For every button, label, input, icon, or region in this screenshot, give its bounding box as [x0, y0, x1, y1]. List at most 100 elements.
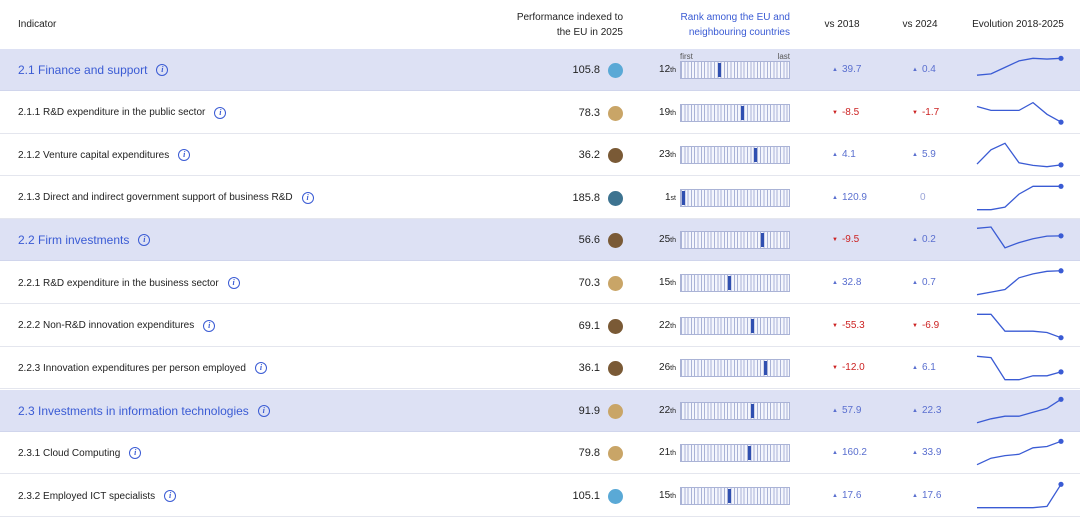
info-icon[interactable]: i [301, 191, 314, 204]
rank-value: 15th [640, 262, 676, 304]
arrow-up-icon: ▲ [912, 450, 918, 457]
table-row[interactable]: 2.3.1 Cloud Computing i 79.8 21th ▲ 160.2 ▲ 33.… [0, 432, 1080, 475]
rank-marker [751, 403, 755, 418]
performance-dot [608, 318, 623, 334]
rank-number: 21 [659, 447, 671, 459]
group-row[interactable]: 2.2 Firm investments i 56.6 25th ▼ -9.5 ▲ 0.2 [0, 219, 1080, 262]
info-icon[interactable]: i [257, 404, 270, 417]
performance-value: 36.2 [578, 149, 600, 162]
rank-value: 15th [640, 475, 676, 517]
sparkline-endpoint [1058, 268, 1064, 274]
sparkline-line [977, 313, 1062, 338]
vs2018-change-value: 17.6 [841, 490, 862, 501]
info-icon[interactable]: i [227, 277, 240, 289]
arrow-up-icon: ▲ [912, 152, 918, 159]
performance-dot [608, 276, 623, 291]
rank-scale-last: last [777, 52, 790, 61]
arrow-up-icon: ▲ [832, 407, 838, 414]
rank-bar [680, 188, 790, 207]
column-header-vs2024[interactable]: vs 2024 [902, 19, 938, 30]
indicator-cell: 2.1.1 R&D expenditure in the public sect… [18, 92, 227, 134]
info-icon[interactable]: i [156, 64, 169, 76]
info-icon[interactable]: i [178, 149, 191, 162]
performance-value: 56.6 [578, 234, 600, 247]
vs2018-change: ▼ -8.5 [832, 92, 859, 134]
vs2024-change: ▼ -1.7 [912, 92, 939, 134]
column-header-indicator[interactable]: Indicator [18, 19, 57, 30]
rank-number: 15 [659, 490, 671, 501]
indicator-label: 2.2.1 R&D expenditure in the business se… [18, 277, 219, 289]
info-icon[interactable]: i [203, 319, 216, 332]
indicator-label: 2.1.1 R&D expenditure in the public sect… [18, 107, 206, 119]
column-header-performance[interactable]: Performance indexed to the EU in 2025 [500, 10, 623, 40]
sparkline-endpoint [1058, 481, 1064, 487]
vs2018-change-value: 120.9 [841, 191, 867, 203]
table-row[interactable]: 2.1.3 Direct and indirect government sup… [0, 177, 1080, 219]
column-header-vs2018[interactable]: vs 2018 [824, 19, 860, 30]
arrow-up-icon: ▲ [912, 493, 918, 499]
vs2024-change: ▲ 6.1 [912, 347, 936, 389]
info-icon[interactable]: i [214, 106, 227, 119]
performance-value: 79.8 [578, 447, 600, 460]
info-icon[interactable]: i [138, 234, 151, 247]
vs2018-change: ▲ 17.6 [832, 475, 861, 517]
performance-dot [608, 361, 623, 377]
table-row[interactable]: 2.1.2 Venture capital expenditures i 36.2 2… [0, 134, 1080, 177]
vs2024-change-value: 0.2 [921, 234, 936, 246]
vs2024-change-value: 6.1 [921, 362, 936, 374]
vs2018-change: ▼ -12.0 [832, 347, 865, 389]
rank-value: 26th [640, 347, 676, 389]
arrow-up-icon: ▲ [832, 493, 838, 499]
rank-marker [764, 361, 768, 376]
table-row[interactable]: 2.2.2 Non-R&D innovation expenditures i 69… [0, 305, 1080, 347]
indicator-cell: 2.2 Firm investments i [18, 219, 151, 261]
table-row[interactable]: 2.2.3 Innovation expenditures per person… [0, 347, 1080, 390]
vs2024-change-value: 5.9 [921, 149, 936, 161]
rank-marker [728, 276, 732, 290]
rank-value: 23th [640, 134, 676, 176]
table-row[interactable]: 2.1.1 R&D expenditure in the public sect… [0, 92, 1080, 134]
table-row[interactable]: 2.3.2 Employed ICT specialists i 105.1 15th… [0, 475, 1080, 517]
indicator-cell: 2.3.2 Employed ICT specialists i [18, 475, 177, 517]
vs2018-change-value: 57.9 [841, 404, 862, 416]
vs2018-change: ▲ 4.1 [832, 134, 856, 176]
group-row[interactable]: 2.1 Finance and support i 105.8 12th first la… [0, 49, 1080, 91]
vs2018-change-value: 160.2 [841, 447, 867, 459]
indicator-cell: 2.1.3 Direct and indirect government sup… [18, 177, 314, 219]
column-header-evolution[interactable]: Evolution 2018-2025 [972, 19, 1064, 30]
indicator-label: 2.2.2 Non-R&D innovation expenditures [18, 320, 195, 332]
indicator-label[interactable]: 2.1 Finance and support [18, 63, 148, 77]
rank-bar [680, 316, 790, 335]
info-icon[interactable]: i [254, 362, 267, 375]
performance-dot [608, 233, 623, 249]
indicator-cell: 2.3 Investments in information technolog… [18, 390, 270, 432]
indicator-label[interactable]: 2.3 Investments in information technolog… [18, 403, 249, 418]
performance-dot [608, 63, 623, 78]
rank-scale-first: first [680, 52, 693, 61]
evolution-sparkline [976, 355, 1064, 381]
rank-bar [680, 274, 790, 292]
arrow-down-icon: ▼ [912, 109, 918, 116]
info-icon[interactable]: i [129, 447, 142, 460]
sparkline-line [976, 226, 1062, 249]
table-row[interactable]: 2.2.1 R&D expenditure in the business se… [0, 262, 1080, 304]
evolution-sparkline [977, 481, 1064, 509]
sparkline-endpoint [1058, 55, 1064, 61]
indicator-label: 2.3.1 Cloud Computing [18, 447, 121, 459]
sparkline-line [976, 101, 1062, 123]
rank-suffix: th [670, 152, 676, 160]
performance-value: 36.1 [578, 362, 600, 375]
info-icon[interactable]: i [164, 490, 177, 502]
indicator-cell: 2.2.3 Innovation expenditures per person… [18, 347, 267, 389]
vs2024-change-value: -1.7 [921, 106, 940, 118]
rank-marker [760, 233, 764, 248]
arrow-up-icon: ▲ [912, 237, 918, 244]
vs2024-change: ▲ 17.6 [912, 475, 941, 517]
column-header-rank[interactable]: Rank among the EU and neighbouring count… [664, 10, 790, 40]
rank-marker [747, 446, 751, 461]
indicator-label: 2.2.3 Innovation expenditures per person… [18, 362, 246, 374]
group-row[interactable]: 2.3 Investments in information technolog… [0, 389, 1080, 432]
vs2018-change-value: 4.1 [841, 149, 856, 161]
indicator-label[interactable]: 2.2 Firm investments [18, 233, 130, 248]
arrow-down-icon: ▼ [832, 322, 838, 329]
